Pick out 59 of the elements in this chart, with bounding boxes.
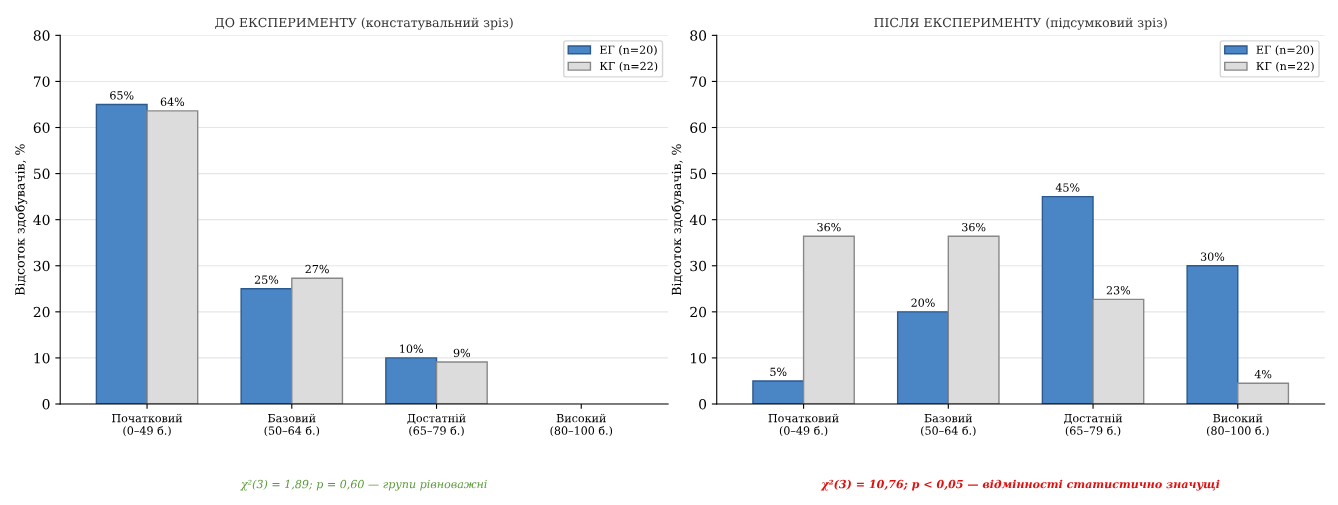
x-tick-label: Початковий (0–49 б.)	[768, 413, 839, 437]
data-label: 20%	[911, 298, 935, 307]
bar	[1186, 265, 1239, 404]
data-label: 36%	[962, 222, 986, 232]
y-tick-label: 40	[33, 214, 50, 226]
bar	[1237, 382, 1290, 404]
x-tick-label: Достатній (65–79 б.)	[1063, 413, 1123, 437]
bar	[240, 288, 293, 404]
bar	[1041, 195, 1094, 404]
y-tick-label: 10	[691, 352, 707, 364]
data-label: 9%	[453, 348, 471, 358]
data-label: 64%	[160, 97, 185, 106]
bar	[435, 361, 488, 404]
legend-label: ЕГ (n=20)	[599, 45, 657, 56]
x-tick-label: Початковий (0–49 б.)	[112, 413, 183, 437]
data-label: 5%	[770, 367, 787, 377]
x-tick-label: Базовий (50–64 б.)	[921, 413, 976, 437]
chart-title: ПІСЛЯ ЕКСПЕРИМЕНТУ (підсумковий зріз)	[874, 17, 1167, 30]
x-tick-label: Високий (80–100 б.)	[1206, 413, 1269, 437]
y-tick-label: 20	[690, 306, 707, 318]
bar	[896, 311, 950, 404]
text: χ²(3) = 10,76; p < 0,05 — відмінності статистично значущі	[820, 479, 1220, 491]
y-tick-label: 10	[34, 352, 50, 364]
legend-label: ЕГ (n=20)	[1256, 45, 1314, 56]
y-tick-label: 0	[699, 398, 707, 410]
bar	[95, 103, 148, 404]
x-tick-label: Високий (80–100 б.)	[550, 413, 613, 437]
x-tick-label: Базовий (50–64 б.)	[264, 413, 320, 437]
data-label: 4%	[1254, 369, 1272, 379]
chart-title: ДО ЕКСПЕРИМЕНТУ (констатувальний зріз)	[215, 17, 513, 30]
bar	[385, 357, 438, 404]
data-label: 36%	[817, 222, 841, 232]
x-tick-label: Достатній (65–79 б.)	[407, 413, 466, 437]
data-label: 10%	[400, 344, 423, 353]
y-axis-title: Відсоток здобувачів, %	[671, 144, 684, 296]
y-tick-label: 30	[690, 260, 707, 272]
y-axis-title: Відсоток здобувачів, %	[14, 144, 28, 296]
y-tick-label: 50	[690, 168, 707, 180]
data-label: 23%	[1106, 286, 1131, 295]
y-tick-label: 50	[33, 168, 50, 180]
y-tick-label: 40	[689, 214, 707, 226]
legend-label: КГ (n=22)	[599, 61, 658, 72]
text: χ²(3) = 1,89; p = 0,60 — групи рівноважні	[240, 479, 487, 491]
y-tick-label: 60	[33, 122, 50, 133]
y-tick-label: 20	[33, 306, 50, 318]
y-tick-label: 70	[690, 76, 707, 87]
y-tick-label: 80	[690, 30, 707, 41]
y-tick-label: 60	[690, 122, 707, 133]
data-label: 65%	[110, 91, 134, 100]
y-tick-label: 70	[33, 76, 50, 87]
y-tick-label: 80	[33, 30, 50, 41]
data-label: 25%	[254, 275, 279, 284]
data-label: 30%	[1200, 252, 1225, 261]
data-label: 27%	[305, 264, 329, 274]
y-tick-label: 0	[42, 398, 50, 410]
y-tick-label: 30	[33, 260, 50, 272]
data-label: 45%	[1055, 183, 1080, 192]
legend-label: КГ (n=22)	[1256, 61, 1314, 72]
bar	[752, 380, 805, 404]
